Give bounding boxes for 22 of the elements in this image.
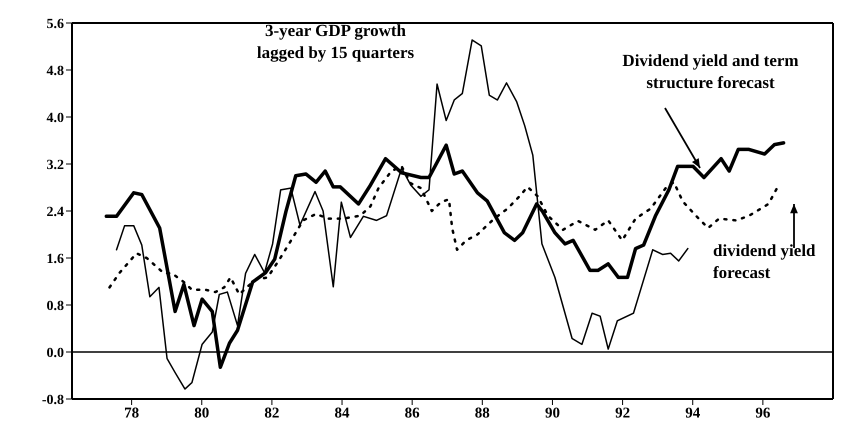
series-label: dividend yield forecast [713, 240, 817, 284]
y-tick-label: 2.4 [46, 204, 64, 220]
y-tick-label: 3.2 [46, 158, 64, 173]
x-tick-label: 90 [544, 406, 560, 422]
y-tick-label: 1.6 [46, 252, 64, 267]
x-tick-label: 86 [404, 406, 420, 422]
x-tick-label: 82 [264, 406, 280, 422]
series-label: 3-year GDP growth lagged by 15 quarters [256, 20, 416, 64]
x-tick-label: 78 [124, 406, 140, 422]
y-tick-label: 0.0 [46, 346, 64, 361]
x-tick-label: 92 [615, 406, 630, 422]
x-tick-label: 96 [755, 406, 771, 422]
x-tick-label: 94 [685, 406, 701, 422]
x-tick-label: 84 [334, 406, 350, 422]
y-tick-label: -0.8 [42, 392, 64, 408]
x-tick-label: 88 [474, 406, 490, 422]
y-tick-label: 4.8 [46, 64, 64, 79]
y-tick-label: 0.8 [46, 298, 64, 314]
text: Dividend yield and term structure forecast [621, 50, 800, 94]
y-tick-label: 5.6 [46, 16, 64, 32]
y-tick-label: 4.0 [46, 110, 64, 126]
x-tick-label: 80 [194, 406, 210, 422]
